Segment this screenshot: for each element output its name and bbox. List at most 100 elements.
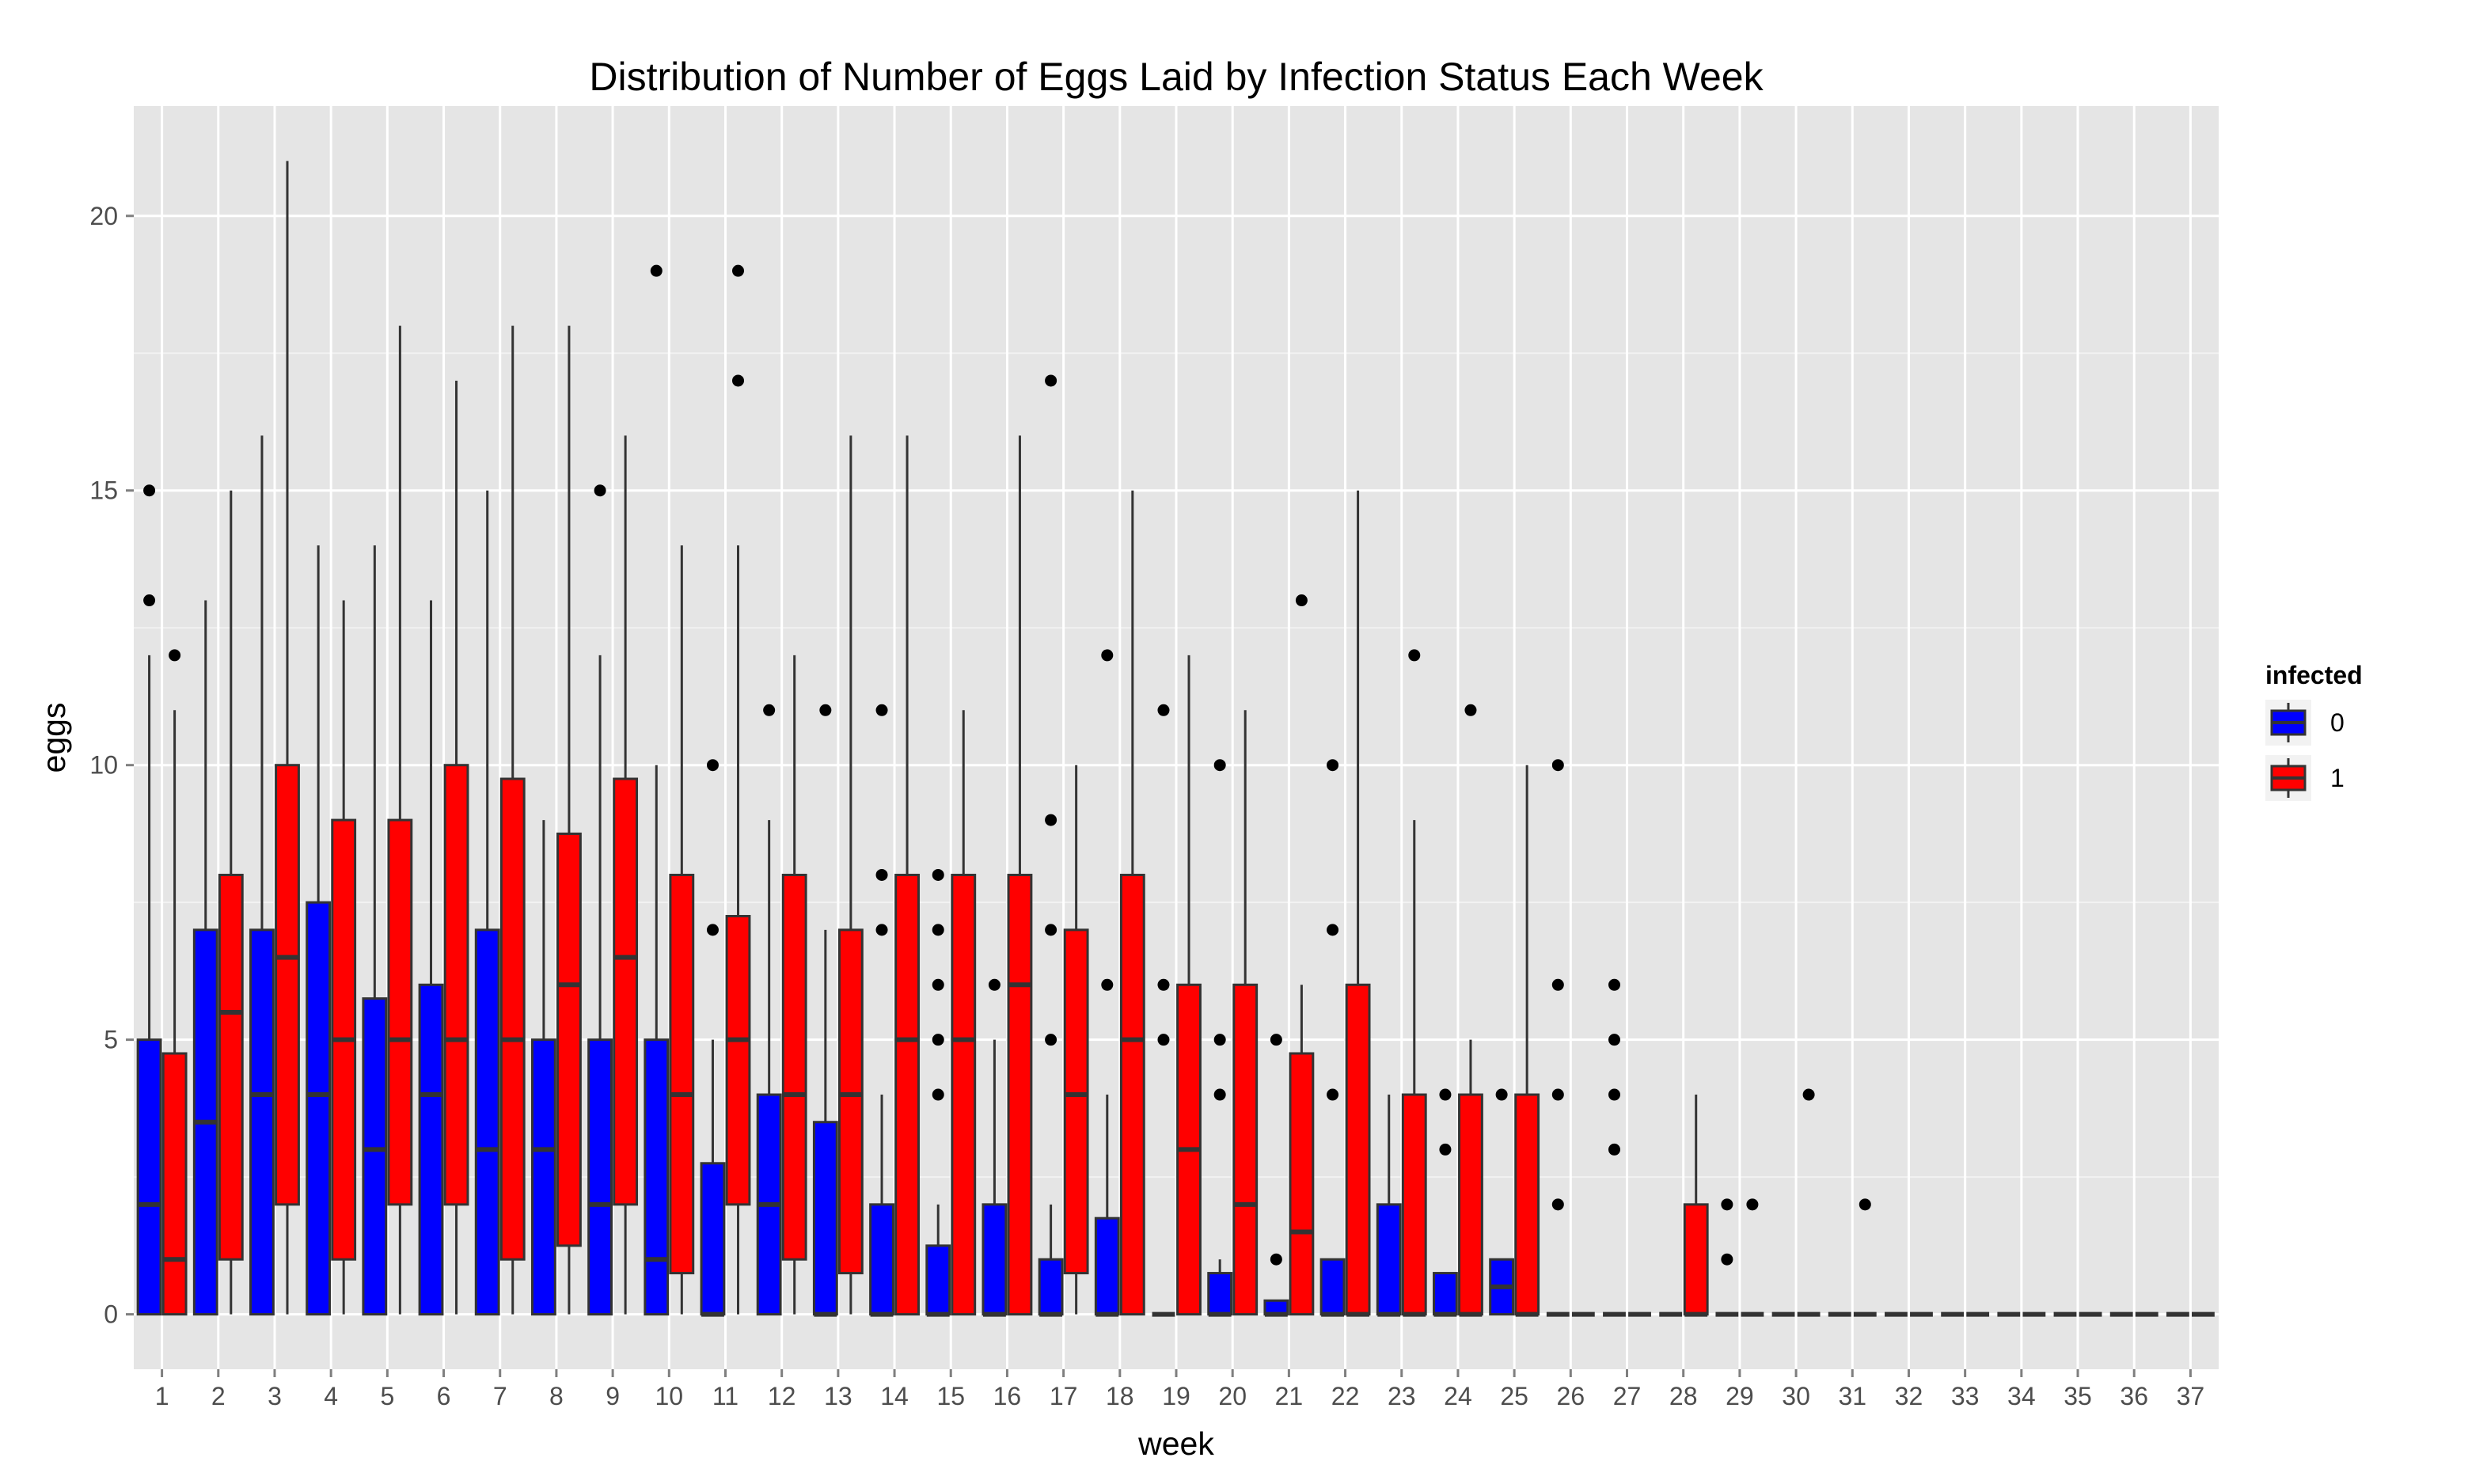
box-iqr: [530, 1038, 556, 1316]
box-iqr: [218, 873, 244, 1261]
box-week-11-infected-1: [725, 264, 751, 1315]
box-week-25-infected-1: [1514, 765, 1540, 1317]
outlier-point: [1045, 814, 1057, 826]
box-iqr: [644, 1038, 670, 1316]
box-iqr: [1063, 928, 1089, 1275]
box-iqr: [1038, 1258, 1064, 1316]
x-tick-label: 19: [1162, 1382, 1190, 1410]
x-axis: 1 2 3 4 5 6 7 8 9 10 11 12 13 14 15 16 17 18 19 20 21 22 23 24 2…: [155, 1369, 2205, 1410]
x-tick-label: 29: [1726, 1382, 1754, 1410]
box-week-30-infected-1: [1797, 1088, 1821, 1317]
x-tick-label: 8: [549, 1382, 564, 1410]
outlier-point: [932, 1088, 944, 1101]
box-iqr: [1345, 983, 1371, 1316]
box-iqr: [613, 777, 639, 1206]
box-week-17-infected-0: [1038, 374, 1064, 1317]
box-iqr: [1401, 1093, 1427, 1316]
x-tick-label: 1: [155, 1382, 169, 1410]
box-week-9-infected-0: [587, 484, 613, 1316]
x-tick-label: 25: [1500, 1382, 1528, 1410]
x-tick-label: 36: [2120, 1382, 2148, 1410]
box-week-27-infected-0: [1603, 978, 1626, 1317]
x-tick-label: 11: [712, 1382, 739, 1410]
box-iqr: [275, 764, 300, 1206]
y-axis: 0 5 10 15 20: [89, 202, 134, 1329]
legend: infected 0 1: [2265, 661, 2363, 801]
box-week-19-infected-1: [1176, 655, 1202, 1316]
x-tick-label: 13: [824, 1382, 852, 1410]
box-iqr: [869, 1203, 894, 1316]
outlier-point: [1157, 978, 1170, 991]
x-tick-label: 37: [2177, 1382, 2205, 1410]
box-week-23-infected-0: [1376, 1095, 1402, 1317]
box-week-20-infected-0: [1207, 759, 1233, 1317]
box-week-1-infected-0: [136, 484, 162, 1316]
outlier-point: [1327, 1088, 1339, 1101]
outlier-point: [143, 594, 156, 607]
box-week-6-infected-1: [443, 380, 469, 1315]
box-week-7-infected-0: [474, 490, 500, 1316]
outlier-point: [932, 1034, 944, 1046]
outlier-point: [1608, 978, 1620, 991]
box-iqr: [1094, 1216, 1120, 1316]
box-week-11-infected-0: [700, 759, 726, 1317]
outlier-point: [1295, 594, 1308, 607]
box-iqr: [474, 928, 500, 1316]
outlier-point: [988, 978, 1000, 991]
box-iqr: [951, 873, 977, 1316]
y-tick-label: 20: [89, 202, 118, 230]
box-iqr: [249, 928, 275, 1316]
outlier-point: [819, 704, 832, 716]
outlier-point: [1608, 1088, 1620, 1101]
outlier-point: [875, 704, 888, 716]
box-week-5-infected-0: [362, 545, 388, 1316]
box-week-4-infected-0: [306, 545, 332, 1316]
box-iqr: [443, 764, 469, 1206]
box-iqr: [1514, 1093, 1540, 1316]
outlier-point: [169, 649, 181, 662]
outlier-point: [1721, 1253, 1733, 1266]
outlier-point: [1327, 759, 1339, 772]
outlier-point: [932, 924, 944, 936]
y-tick-label: 5: [104, 1026, 118, 1054]
box-iqr: [1683, 1203, 1709, 1316]
x-tick-label: 27: [1613, 1382, 1642, 1410]
box-week-24-infected-0: [1433, 1088, 1458, 1317]
outlier-point: [1551, 759, 1564, 772]
x-tick-label: 6: [437, 1382, 451, 1410]
outlier-point: [1270, 1034, 1282, 1046]
box-iqr: [306, 901, 332, 1316]
box-week-9-infected-1: [613, 435, 639, 1315]
box-week-1-infected-1: [161, 649, 188, 1316]
x-tick-label: 23: [1388, 1382, 1416, 1410]
box-week-24-infected-1: [1458, 704, 1483, 1317]
box-iqr: [418, 983, 444, 1316]
x-tick-label: 24: [1444, 1382, 1472, 1410]
x-tick-label: 4: [324, 1382, 338, 1410]
x-tick-label: 10: [655, 1382, 684, 1410]
box-iqr: [362, 997, 388, 1316]
x-tick-label: 22: [1331, 1382, 1360, 1410]
x-tick-label: 2: [211, 1382, 226, 1410]
box-week-17-infected-1: [1063, 765, 1089, 1315]
x-tick-label: 26: [1557, 1382, 1585, 1410]
x-tick-label: 20: [1218, 1382, 1247, 1410]
x-tick-label: 31: [1838, 1382, 1866, 1410]
chart-title: Distribution of Number of Eggs Laid by I…: [589, 55, 1764, 99]
outlier-point: [1045, 374, 1057, 387]
outlier-point: [1439, 1143, 1452, 1156]
box-iqr: [812, 1121, 838, 1316]
x-tick-label: 16: [993, 1382, 1022, 1410]
legend-label-0: 0: [2330, 708, 2345, 737]
box-iqr: [781, 873, 807, 1261]
x-tick-label: 9: [606, 1382, 620, 1410]
box-week-29-infected-0: [1715, 1198, 1739, 1317]
outlier-point: [1213, 1034, 1226, 1046]
outlier-point: [1608, 1034, 1620, 1046]
x-tick-label: 32: [1895, 1382, 1923, 1410]
box-week-2-infected-1: [218, 490, 244, 1315]
outlier-point: [1551, 978, 1564, 991]
box-week-3-infected-0: [249, 435, 275, 1316]
box-iqr: [982, 1203, 1008, 1316]
outlier-point: [1802, 1088, 1815, 1101]
